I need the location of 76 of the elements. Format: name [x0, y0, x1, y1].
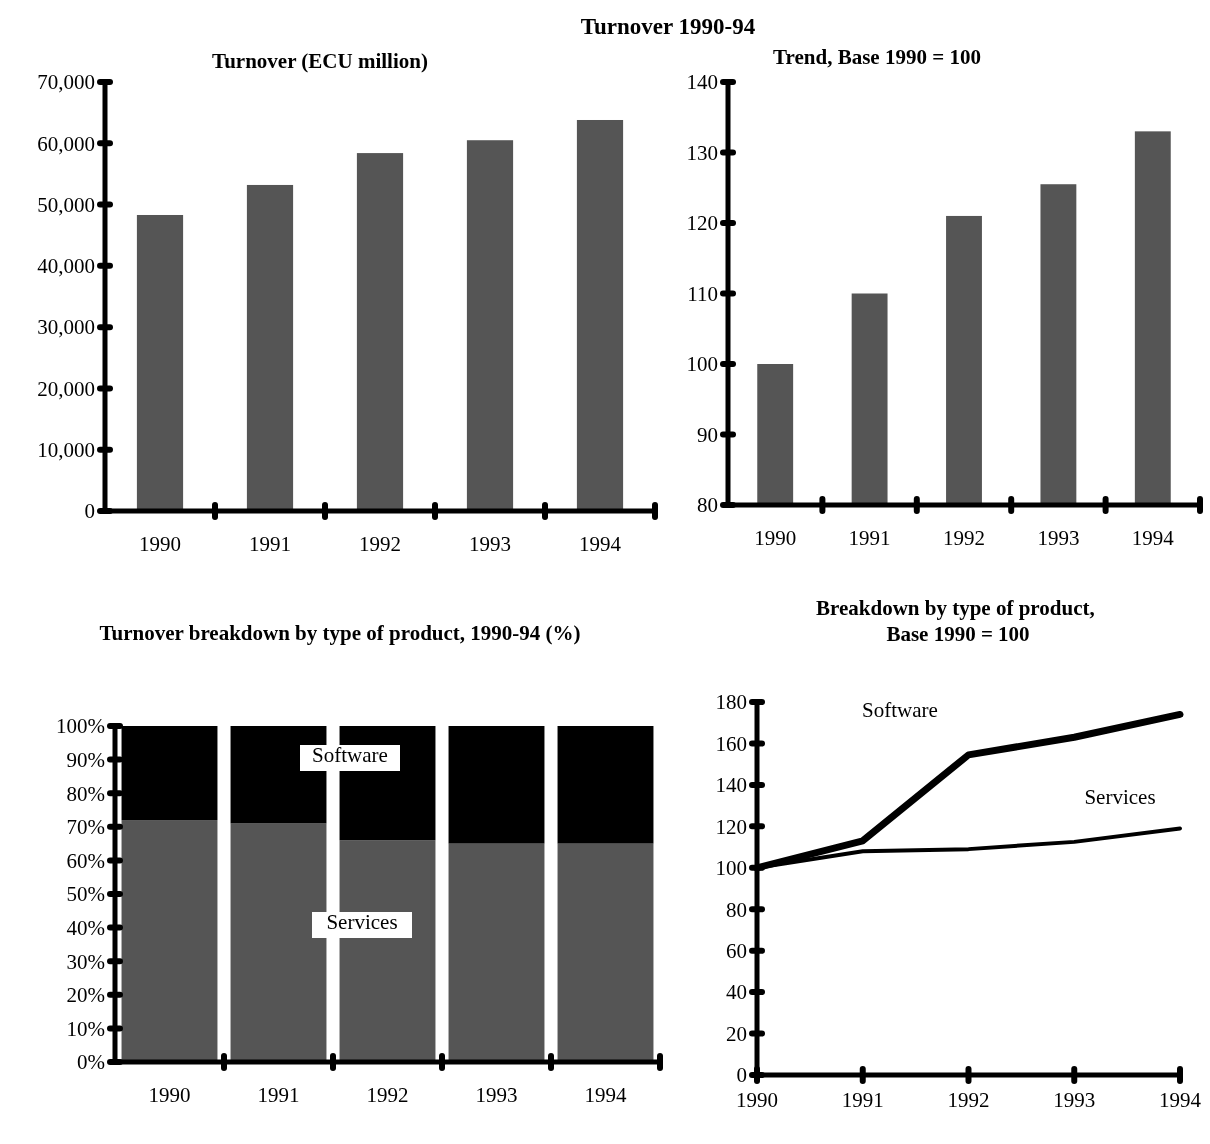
y-tick-label: 140 — [715, 773, 747, 798]
y-tick-label: 120 — [686, 211, 718, 236]
text: Turnover 1990-94 — [580, 14, 756, 39]
x-tick-label: 1994 — [579, 532, 622, 556]
y-tick-label: 70,000 — [37, 70, 95, 95]
x-tick-label: 1992 — [366, 1083, 409, 1107]
x-tick-label: 1991 — [257, 1083, 300, 1107]
x-tick-label: 1994 — [1159, 1088, 1202, 1112]
x-tick-label: 1993 — [475, 1083, 518, 1107]
y-tick-label: 60,000 — [37, 131, 95, 156]
y-tick-label: 80% — [66, 781, 105, 806]
y-tick-label: 80 — [726, 897, 747, 922]
y-tick-label: 20% — [66, 983, 105, 1008]
y-tick-label: 160 — [715, 731, 747, 756]
y-tick-label: 110 — [687, 281, 718, 306]
y-tick-label: 180 — [715, 690, 747, 715]
y-tick-label: 100% — [56, 714, 105, 739]
y-tick-label: 90 — [697, 422, 718, 447]
x-tick-label: 1992 — [943, 526, 985, 550]
x-tick-label: 1990 — [754, 526, 797, 550]
series-label: Services — [1084, 785, 1156, 809]
y-tick-label: 130 — [686, 140, 718, 165]
y-tick-label: 60 — [726, 939, 747, 964]
y-tick-label: 40,000 — [37, 254, 95, 279]
bar — [466, 140, 514, 511]
series-label: Services — [326, 910, 398, 934]
bar — [136, 214, 184, 511]
y-tick-label: 0 — [736, 1063, 747, 1088]
x-tick-label: 1992 — [947, 1088, 990, 1112]
y-tick-label: 20 — [726, 1021, 747, 1046]
x-tick-label: 1991 — [249, 532, 291, 556]
chart-title: Trend, Base 1990 = 100 — [773, 45, 981, 69]
x-tick-label: 1990 — [736, 1088, 778, 1112]
bar — [576, 120, 624, 511]
x-tick-label: 1991 — [848, 526, 891, 550]
bar — [246, 184, 294, 511]
x-tick-label: 1991 — [841, 1088, 884, 1112]
y-tick-label: 70% — [66, 815, 105, 840]
text: Software — [862, 698, 938, 722]
y-tick-label: 0% — [77, 1050, 105, 1075]
x-tick-label: 1993 — [469, 532, 511, 556]
bar — [448, 843, 545, 1062]
bar — [557, 726, 654, 844]
y-tick-label: 0 — [84, 499, 95, 524]
x-tick-label: 1993 — [1037, 526, 1080, 550]
y-tick-label: 90% — [66, 747, 105, 772]
series-label: Software — [312, 743, 388, 767]
chart-title: Breakdown by type of product, Base 1990 = 100 — [816, 596, 1100, 646]
y-tick-label: 100 — [715, 856, 747, 881]
x-tick-label: 1990 — [148, 1083, 191, 1107]
x-tick-label: 1992 — [359, 532, 401, 556]
bar — [121, 820, 218, 1062]
y-tick-label: 10,000 — [37, 438, 95, 463]
y-tick-label: 120 — [715, 814, 747, 839]
y-tick-label: 40 — [726, 980, 747, 1005]
x-tick-label: 1993 — [1053, 1088, 1096, 1112]
chart-title: Turnover breakdown by type of product, 1990-94 (%) — [99, 621, 581, 645]
y-tick-label: 20,000 — [37, 376, 95, 401]
x-tick-label: 1994 — [1131, 526, 1175, 550]
chart-title: Turnover (ECU million) — [212, 49, 428, 73]
y-tick-label: 10% — [66, 1016, 105, 1041]
y-tick-label: 100 — [686, 352, 718, 377]
y-tick-label: 50,000 — [37, 192, 95, 217]
y-tick-label: 80 — [697, 493, 718, 518]
y-tick-label: 60% — [66, 848, 105, 873]
x-tick-label: 1994 — [584, 1083, 627, 1107]
bar — [557, 843, 654, 1062]
y-tick-label: 140 — [686, 70, 718, 95]
x-tick-label: 1990 — [139, 532, 181, 556]
y-tick-label: 30% — [66, 949, 105, 974]
bar — [356, 153, 404, 511]
bar — [230, 823, 327, 1062]
bar — [448, 726, 545, 844]
y-tick-label: 40% — [66, 915, 105, 940]
y-tick-label: 50% — [66, 882, 105, 907]
y-tick-label: 30,000 — [37, 315, 95, 340]
